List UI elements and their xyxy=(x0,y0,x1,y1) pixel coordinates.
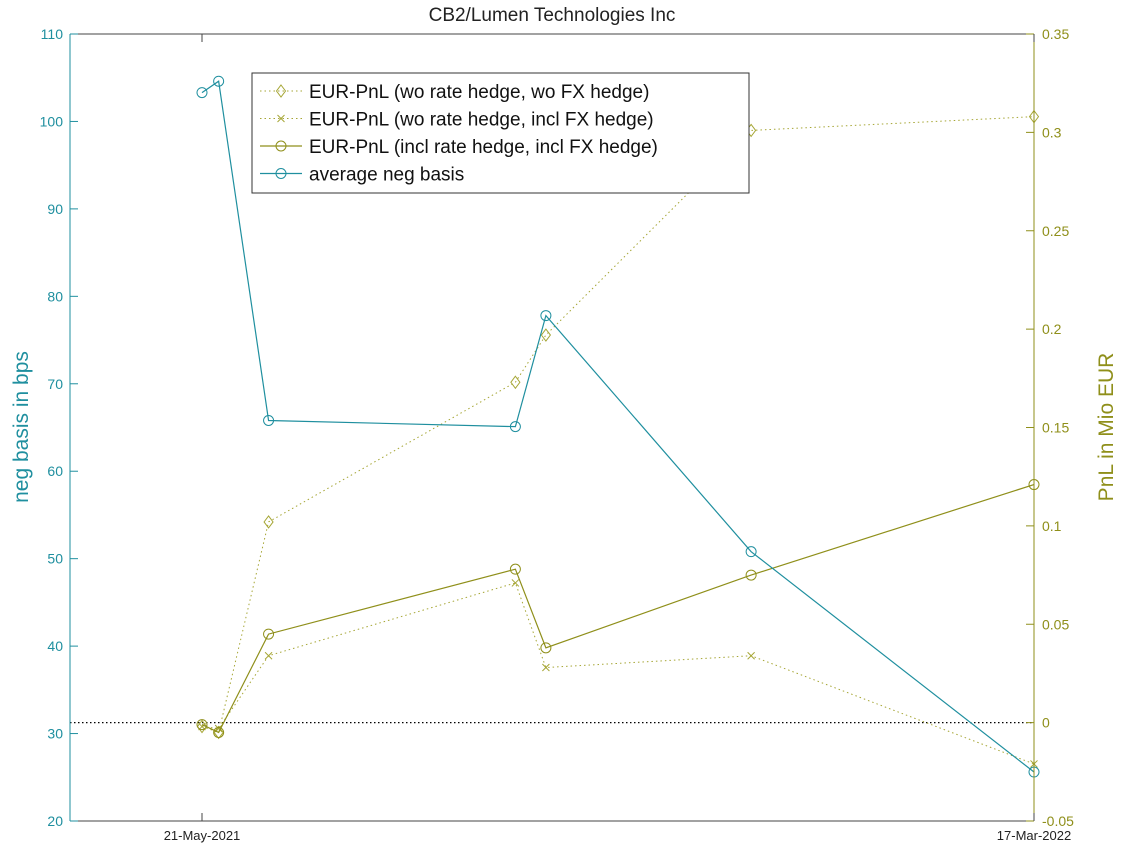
marker-stroke xyxy=(264,651,273,660)
legend-box xyxy=(251,72,750,194)
marker-stroke xyxy=(542,663,550,672)
series-line-0 xyxy=(201,116,1035,734)
legend-entry: EUR-PnL (incl rate hedge, incl FX hedge) xyxy=(309,137,658,158)
right-tick-label: 0.05 xyxy=(1042,616,1069,632)
right-tick-label: 0.15 xyxy=(1042,420,1069,436)
data-point-3 xyxy=(263,415,275,427)
marker-stroke xyxy=(277,114,285,123)
legend-entry: EUR-PnL (wo rate hedge, incl FX hedge) xyxy=(309,110,654,131)
chart-title: CB2/Lumen Technologies Inc xyxy=(429,5,676,26)
data-point-1 xyxy=(264,651,273,660)
legend-swatch-marker xyxy=(275,168,287,179)
x-tick-label: 21-May-2021 xyxy=(164,828,241,843)
data-point-1 xyxy=(542,663,550,672)
right-tick-label: -0.05 xyxy=(1042,813,1074,829)
right-tick-label: 0.35 xyxy=(1042,26,1069,42)
legend-swatch-marker xyxy=(275,140,287,152)
data-point-2 xyxy=(509,563,521,575)
left-axis-label: neg basis in bps xyxy=(10,351,33,503)
right-axis-label: PnL in Mio EUR xyxy=(1095,353,1118,502)
left-tick-label: 70 xyxy=(47,376,63,392)
legend-swatch-marker xyxy=(275,84,287,98)
left-tick-label: 110 xyxy=(41,26,64,42)
data-point-3 xyxy=(213,75,225,87)
right-tick-label: 0.3 xyxy=(1042,124,1062,140)
left-tick-label: 40 xyxy=(47,638,63,654)
legend-entry: EUR-PnL (wo rate hedge, wo FX hedge) xyxy=(309,82,649,103)
left-tick-label: 90 xyxy=(47,201,63,217)
left-tick-label: 100 xyxy=(40,113,64,129)
data-point-2 xyxy=(745,569,757,581)
data-point-0 xyxy=(540,328,552,342)
right-tick-label: 0.25 xyxy=(1042,223,1069,239)
left-tick-label: 20 xyxy=(47,813,63,829)
left-tick-label: 80 xyxy=(47,288,63,304)
series-line-2 xyxy=(201,483,1035,734)
legend-swatch-marker xyxy=(277,114,285,123)
x-tick-label: 17-Mar-2022 xyxy=(997,828,1071,843)
left-tick-label: 30 xyxy=(47,726,63,742)
legend-entry: average neg basis xyxy=(309,165,464,186)
axes: 20 30 40 50 60 70 80 90 100 110 -0.05 0 0.05 0.1 0.15 0… xyxy=(40,26,1074,843)
series-layer xyxy=(196,75,1040,778)
data-point-1 xyxy=(511,579,520,587)
legend: EUR-PnL (wo rate hedge, wo FX hedge) EUR-… xyxy=(251,72,750,194)
series-line-3 xyxy=(201,80,1035,773)
data-point-3 xyxy=(196,87,208,99)
data-point-3 xyxy=(745,546,757,558)
data-point-2 xyxy=(540,642,552,654)
marker-stroke xyxy=(511,579,520,587)
right-tick-label: 0.2 xyxy=(1042,321,1062,337)
data-point-0 xyxy=(510,375,521,390)
data-point-1 xyxy=(747,651,755,660)
data-point-0 xyxy=(263,515,274,529)
right-tick-label: 0.1 xyxy=(1042,518,1062,534)
data-point-0 xyxy=(196,719,208,734)
right-tick-label: 0 xyxy=(1042,715,1050,731)
data-point-3 xyxy=(509,421,521,433)
data-point-2 xyxy=(263,628,275,640)
left-tick-label: 60 xyxy=(47,463,63,479)
data-point-2 xyxy=(196,719,208,731)
left-tick-label: 50 xyxy=(47,551,63,567)
data-point-3 xyxy=(540,310,552,322)
marker-stroke xyxy=(747,651,755,660)
data-point-2 xyxy=(213,726,225,738)
